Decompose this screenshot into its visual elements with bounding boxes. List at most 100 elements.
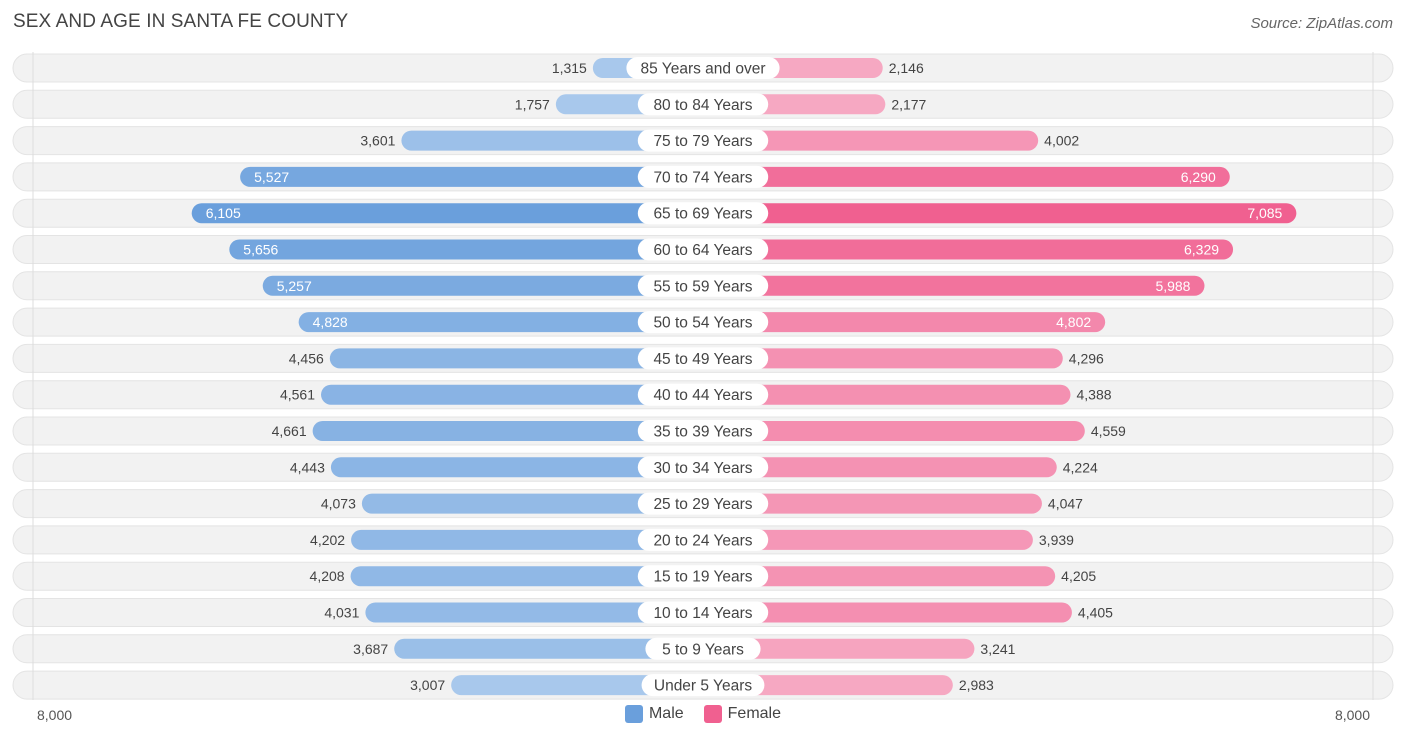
age-group-pill bbox=[626, 57, 780, 79]
male-swatch bbox=[624, 705, 643, 723]
male-value-label: 3,601 bbox=[360, 133, 395, 149]
male-value-label: 4,443 bbox=[290, 459, 325, 475]
age-group-pill bbox=[645, 637, 761, 660]
age-group-label: 5 to 9 Years bbox=[662, 641, 744, 658]
age-row: 1,315 2,146 85 Years and over bbox=[12, 53, 1394, 83]
age-group-pill bbox=[637, 311, 769, 334]
age-group-pill bbox=[637, 238, 769, 261]
male-value-label: 5,656 bbox=[243, 242, 278, 258]
age-row: 4,208 4,205 15 to 19 Years bbox=[12, 561, 1394, 591]
male-bar bbox=[351, 529, 703, 550]
age-row: 5,656 6,329 60 to 64 Years bbox=[12, 235, 1394, 264]
male-value-label: 3,007 bbox=[410, 677, 445, 693]
female-bar bbox=[703, 275, 1205, 296]
male-value-label: 5,257 bbox=[277, 278, 312, 294]
female-value-label: 6,290 bbox=[1181, 169, 1216, 185]
age-row: 6,105 7,085 65 to 69 Years bbox=[12, 198, 1394, 228]
age-group-pill bbox=[641, 674, 765, 697]
female-bar bbox=[703, 675, 953, 696]
male-bar bbox=[321, 384, 703, 405]
age-row: 4,561 4,388 40 to 44 Years bbox=[12, 380, 1394, 410]
female-bar bbox=[703, 203, 1297, 224]
male-value-label: 1,757 bbox=[515, 96, 550, 112]
male-bar bbox=[229, 239, 703, 260]
age-group-label: 85 Years and over bbox=[641, 61, 766, 78]
male-bar bbox=[451, 675, 703, 696]
female-value-label: 2,146 bbox=[889, 60, 924, 76]
source-credit: Source: ZipAtlas.com bbox=[1250, 15, 1393, 32]
female-value-label: 4,802 bbox=[1056, 314, 1091, 330]
age-row: 5,257 5,988 55 to 59 Years bbox=[12, 271, 1394, 301]
age-group-pill bbox=[637, 456, 769, 479]
male-value-label: 4,208 bbox=[310, 568, 345, 584]
age-row: 4,828 4,802 50 to 54 Years bbox=[12, 307, 1394, 337]
male-bar bbox=[191, 203, 704, 224]
age-row: 3,687 3,241 5 to 9 Years bbox=[12, 634, 1394, 664]
male-value-label: 4,828 bbox=[313, 314, 348, 330]
female-bar bbox=[703, 566, 1056, 587]
legend-label-male: Male bbox=[648, 705, 684, 722]
female-bar bbox=[703, 457, 1057, 478]
female-swatch bbox=[703, 705, 722, 723]
age-row: 4,456 4,296 45 to 49 Years bbox=[12, 343, 1394, 373]
age-group-label: 40 to 44 Years bbox=[653, 387, 752, 404]
male-value-label: 5,527 bbox=[254, 169, 289, 185]
female-bar bbox=[703, 312, 1106, 333]
male-bar bbox=[330, 457, 703, 478]
age-group-pill bbox=[637, 601, 769, 624]
age-row: 1,757 2,177 80 to 84 Years bbox=[12, 89, 1394, 119]
age-group-label: 45 to 49 Years bbox=[653, 351, 752, 368]
male-value-label: 4,073 bbox=[321, 496, 356, 512]
female-value-label: 4,296 bbox=[1069, 350, 1104, 366]
age-group-label: 10 to 14 Years bbox=[653, 605, 752, 622]
male-bar bbox=[350, 566, 703, 587]
age-group-label: 70 to 74 Years bbox=[653, 169, 752, 186]
female-value-label: 4,047 bbox=[1048, 496, 1083, 512]
age-row: 3,007 2,983 Under 5 Years bbox=[12, 670, 1394, 700]
legend-item-female[interactable]: Female bbox=[703, 705, 782, 723]
age-group-label: 35 to 39 Years bbox=[653, 424, 752, 441]
male-bar bbox=[312, 421, 703, 441]
age-group-label: 20 to 24 Years bbox=[653, 532, 752, 549]
female-bar bbox=[703, 130, 1039, 151]
male-value-label: 6,105 bbox=[206, 205, 241, 221]
female-bar bbox=[703, 384, 1071, 405]
male-bar bbox=[361, 493, 703, 514]
age-group-pill bbox=[637, 492, 769, 515]
female-value-label: 4,224 bbox=[1063, 459, 1098, 475]
female-bar bbox=[703, 239, 1234, 260]
age-group-label: 65 to 69 Years bbox=[653, 206, 752, 223]
age-group-pill bbox=[637, 347, 769, 370]
male-value-label: 4,456 bbox=[289, 350, 324, 366]
age-group-label: 25 to 29 Years bbox=[653, 496, 752, 513]
age-row: 4,073 4,047 25 to 29 Years bbox=[12, 489, 1394, 519]
age-group-label: 15 to 19 Years bbox=[653, 569, 752, 586]
female-value-label: 4,559 bbox=[1091, 423, 1126, 439]
female-bar bbox=[703, 602, 1072, 623]
age-group-pill bbox=[637, 420, 769, 442]
male-bar bbox=[240, 166, 703, 187]
legend-label-female: Female bbox=[727, 705, 782, 722]
female-value-label: 4,405 bbox=[1078, 605, 1113, 621]
male-bar bbox=[298, 312, 703, 333]
male-bar bbox=[262, 275, 703, 296]
legend: Male Female bbox=[0, 705, 1406, 723]
age-group-label: 30 to 34 Years bbox=[653, 460, 752, 477]
female-bar bbox=[703, 529, 1033, 550]
axis-right-max-label: 8,000 bbox=[1334, 707, 1370, 723]
axis-left-max-label: 8,000 bbox=[37, 707, 73, 723]
age-group-pill bbox=[637, 528, 769, 551]
male-value-label: 4,202 bbox=[310, 532, 345, 548]
female-value-label: 2,983 bbox=[959, 677, 994, 693]
female-bar bbox=[703, 166, 1230, 187]
female-value-label: 2,177 bbox=[891, 96, 926, 112]
female-value-label: 7,085 bbox=[1247, 205, 1282, 221]
male-bar bbox=[401, 130, 703, 151]
age-group-pill bbox=[637, 383, 769, 406]
male-bar bbox=[365, 602, 703, 623]
female-value-label: 4,205 bbox=[1061, 568, 1096, 584]
female-bar bbox=[703, 421, 1085, 441]
age-row: 4,031 4,405 10 to 14 Years bbox=[12, 598, 1394, 627]
age-row: 3,601 4,002 75 to 79 Years bbox=[12, 126, 1394, 156]
legend-item-male[interactable]: Male bbox=[624, 705, 684, 723]
